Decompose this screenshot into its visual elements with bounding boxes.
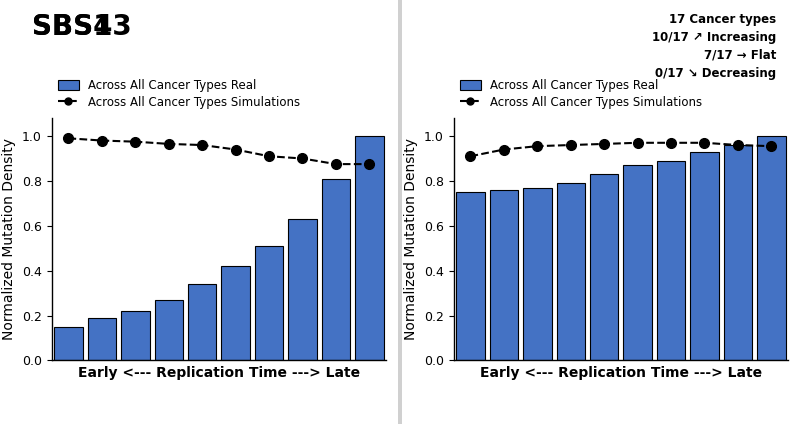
Bar <box>757 136 786 360</box>
Bar <box>322 179 350 360</box>
Bar <box>657 161 686 360</box>
Bar <box>288 219 317 360</box>
Bar <box>88 318 116 360</box>
Bar <box>490 190 518 360</box>
Bar <box>724 145 752 360</box>
Bar <box>456 192 485 360</box>
Legend: Across All Cancer Types Real, Across All Cancer Types Simulations: Across All Cancer Types Real, Across All… <box>460 79 702 109</box>
Bar <box>255 246 283 360</box>
Bar <box>355 136 383 360</box>
X-axis label: Early <--- Replication Time ---> Late: Early <--- Replication Time ---> Late <box>78 366 360 380</box>
Bar <box>557 183 585 360</box>
Y-axis label: Normalized Mutation Density: Normalized Mutation Density <box>405 138 418 340</box>
Legend: Across All Cancer Types Real, Across All Cancer Types Simulations: Across All Cancer Types Real, Across All… <box>58 79 301 109</box>
Y-axis label: Normalized Mutation Density: Normalized Mutation Density <box>2 138 17 340</box>
Bar <box>523 188 551 360</box>
Bar <box>590 174 618 360</box>
Bar <box>690 152 718 360</box>
Bar <box>623 165 652 360</box>
Bar <box>121 311 150 360</box>
Bar <box>154 300 183 360</box>
Bar <box>54 327 82 360</box>
Bar <box>222 266 250 360</box>
X-axis label: Early <--- Replication Time ---> Late: Early <--- Replication Time ---> Late <box>480 366 762 380</box>
Bar <box>188 284 216 360</box>
